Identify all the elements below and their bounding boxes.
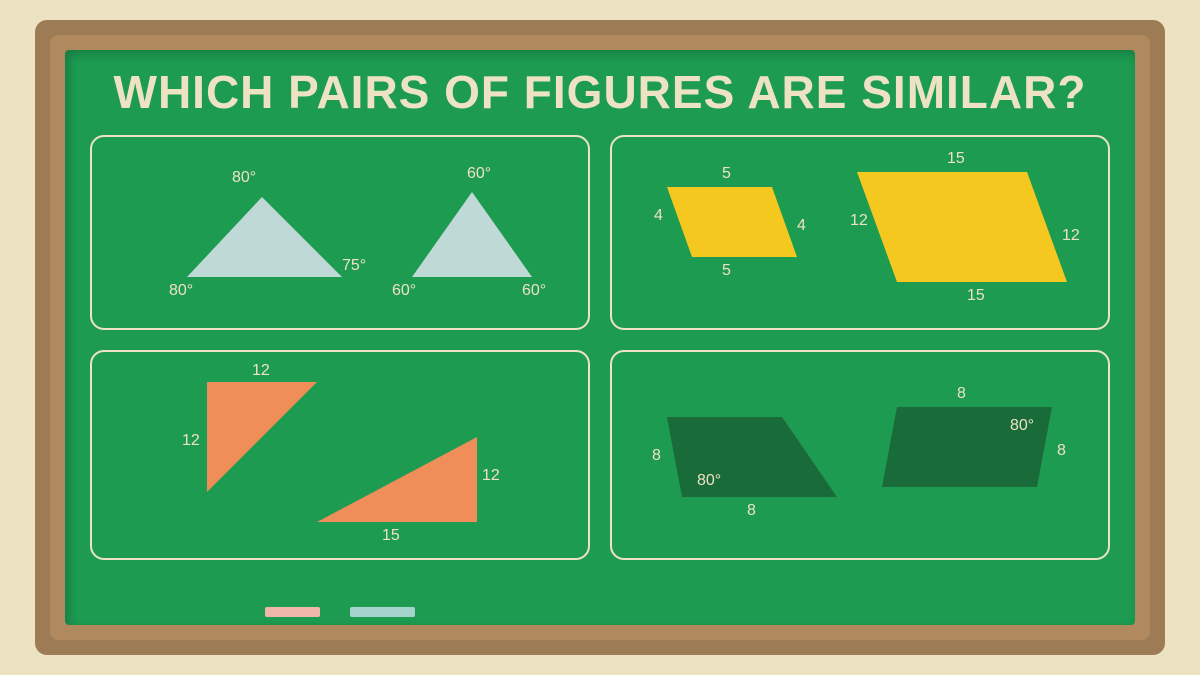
tr2-side-right: 12	[1062, 227, 1080, 245]
chalkboard: WHICH PAIRS OF FIGURES ARE SIMILAR? 80° …	[65, 50, 1135, 625]
bl1-side-top: 12	[252, 362, 270, 380]
triangle-2	[412, 182, 542, 282]
br1-side-left: 8	[652, 447, 661, 465]
trapezoid-1	[667, 417, 847, 502]
tr2-side-left: 12	[850, 212, 868, 230]
tl-angle-1: 80°	[232, 169, 256, 187]
triangle-1	[147, 182, 347, 282]
bl1-side-left: 12	[182, 432, 200, 450]
tl2-angle-1: 60°	[467, 165, 491, 183]
bl2-side-right: 12	[482, 467, 500, 485]
tl2-angle-3: 60°	[522, 282, 546, 300]
tl2-angle-2: 60°	[392, 282, 416, 300]
panel-top-left: 80° 80° 75° 60° 60° 60°	[90, 135, 590, 330]
panel-top-right: 5 4 4 5 15 12 12 15	[610, 135, 1110, 330]
right-triangle-2	[317, 437, 482, 527]
page-title: WHICH PAIRS OF FIGURES ARE SIMILAR?	[65, 65, 1135, 119]
tl-angle-2: 80°	[169, 282, 193, 300]
trapezoid-2	[882, 407, 1062, 492]
right-triangle-1	[207, 382, 322, 497]
chalk-pink	[265, 607, 320, 617]
tr2-side-bottom: 15	[967, 287, 985, 305]
tr1-side-top: 5	[722, 165, 731, 183]
br2-side-right: 8	[1057, 442, 1066, 460]
tr2-side-top: 15	[947, 150, 965, 168]
panel-bottom-right: 8 80° 8 8 80° 8	[610, 350, 1110, 560]
br1-angle: 80°	[697, 472, 721, 490]
chalk-blue	[350, 607, 415, 617]
parallelogram-large	[857, 172, 1077, 287]
br1-side-bottom: 8	[747, 502, 756, 520]
tl-angle-3: 75°	[342, 257, 366, 275]
tr1-side-left: 4	[654, 207, 663, 225]
tr1-side-bottom: 5	[722, 262, 731, 280]
br2-angle: 80°	[1010, 417, 1034, 435]
br2-side-top: 8	[957, 385, 966, 403]
parallelogram-small	[667, 187, 807, 262]
panel-bottom-left: 12 12 12 15	[90, 350, 590, 560]
tr1-side-right: 4	[797, 217, 806, 235]
bl2-side-bottom: 15	[382, 527, 400, 545]
